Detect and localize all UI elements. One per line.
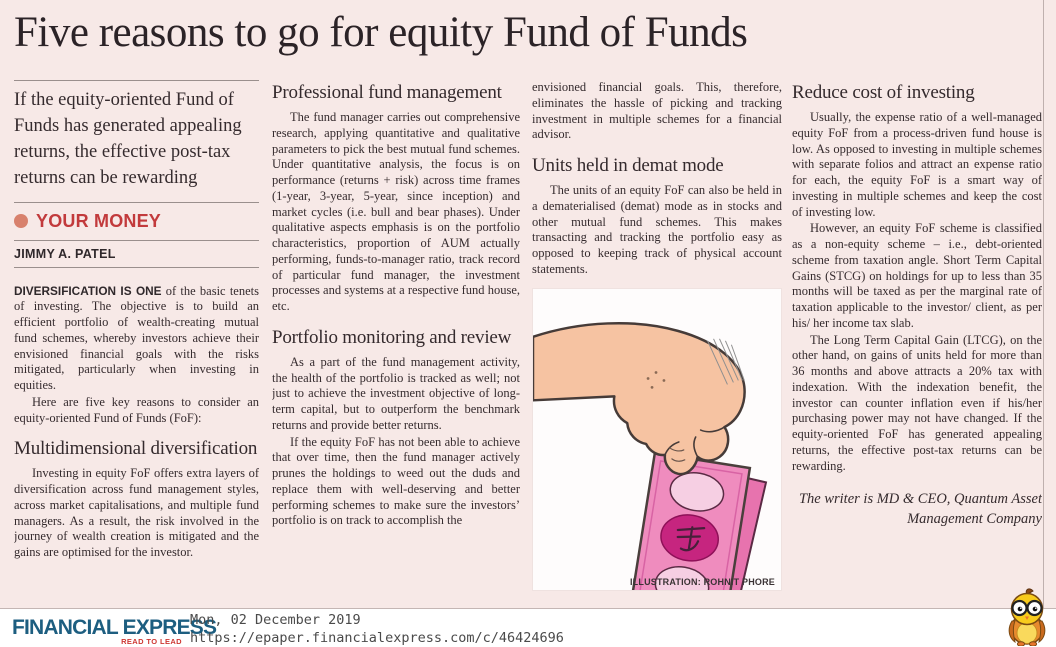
logo-wordmark: FINANCIAL EXPRESS [12, 616, 217, 639]
divider [14, 201, 259, 203]
date-text: Mon, 02 December 2019 [190, 612, 361, 628]
epaper-footer: FINANCIAL EXPRESS READ TO LEAD Mon, 02 D… [0, 588, 1056, 647]
subheading: Professional fund management [272, 82, 502, 103]
bullet-dot-icon [14, 214, 28, 229]
column-3: envisioned financial goals. This, theref… [532, 80, 782, 608]
date-url-stamp: Mon, 02 December 2019 https://epaper.fin… [190, 611, 564, 647]
page-right-rule [1043, 0, 1044, 608]
divider [14, 80, 259, 81]
paragraph: However, an equity FoF scheme is classif… [792, 221, 1042, 330]
subheading: Multidimensional diversification [14, 438, 258, 460]
owl-mascot-icon [1008, 588, 1046, 646]
paragraph: The units of an equity FoF can also be h… [532, 183, 782, 276]
byline: JIMMY A. PATEL [14, 246, 116, 261]
lead-in: DIVERSIFICATION IS ONE [14, 283, 162, 298]
divider [14, 239, 259, 241]
column-2: Professional fund management The fund ma… [272, 80, 520, 608]
divider [14, 266, 259, 268]
article-columns: If the equity-oriented Fund of Funds has… [0, 80, 1044, 608]
financial-express-logo: FINANCIAL EXPRESS READ TO LEAD [12, 616, 217, 646]
paragraph: The fund manager carries out comprehensi… [272, 110, 520, 313]
subheading: Reduce cost of investing [792, 82, 975, 103]
section-label: YOUR MONEY [36, 210, 162, 231]
hand-banknote-illustration: ILLUSTRATION: ROHNIT PHORE [532, 287, 782, 591]
subheading: Portfolio monitoring and review [272, 326, 512, 348]
writer-credit: The writer is MD & CEO, Quantum Asset Ma… [798, 491, 1042, 527]
logo-tagline: READ TO LEAD [121, 637, 182, 646]
paragraph-text: of the basic tenets of investing. The ob… [14, 283, 259, 393]
headline: Five reasons to go for equity Fund of Fu… [14, 9, 748, 56]
illustration-credit: ILLUSTRATION: ROHNIT PHORE [629, 576, 775, 587]
paragraph: As a part of the fund management activit… [272, 354, 520, 432]
standfirst: If the equity-oriented Fund of Funds has… [14, 90, 242, 188]
url-text: https://epaper.financialexpress.com/c/46… [190, 630, 564, 647]
section-label-row: YOUR MONEY [14, 211, 259, 232]
hand-pinching-banknote-drawing [533, 321, 768, 590]
paragraph: envisioned financial goals. This, theref… [532, 80, 782, 142]
column-4: Reduce cost of investing Usually, the ex… [792, 80, 1042, 608]
paragraph: The Long Term Capital Gain (LTCG), on th… [792, 332, 1042, 473]
column-1: If the equity-oriented Fund of Funds has… [14, 80, 259, 608]
paragraph: Here are five key reasons to consider an… [14, 394, 259, 425]
subheading: Units held in demat mode [532, 155, 724, 176]
paragraph: Usually, the expense ratio of a well-man… [792, 110, 1042, 219]
paragraph: Investing in equity FoF offers extra lay… [14, 466, 259, 560]
paragraph: If the equity FoF has not been able to a… [272, 434, 520, 528]
paragraph: DIVERSIFICATION IS ONE of the basic tene… [14, 284, 259, 394]
